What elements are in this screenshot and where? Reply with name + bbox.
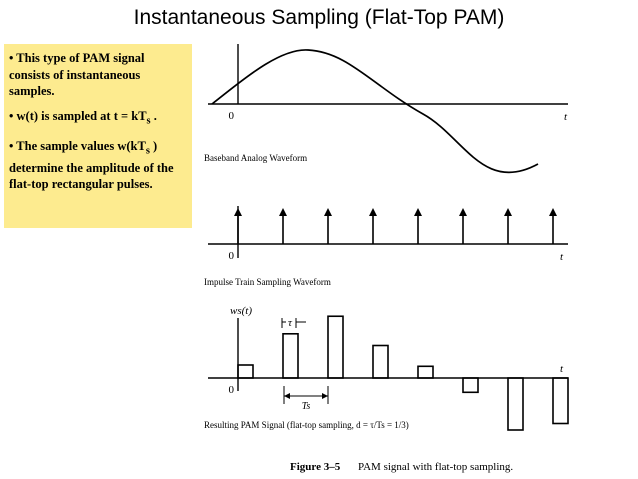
impulse-arrowhead-3 xyxy=(369,208,377,216)
ts-dimension xyxy=(283,386,329,404)
bullet2-prefix: • w(t) is sampled at t = kT xyxy=(9,108,147,123)
panel3-zero: 0 xyxy=(229,384,235,396)
bullet2-suffix: . xyxy=(150,108,157,123)
impulse-arrowhead-6 xyxy=(504,208,512,216)
pam-pulse-6 xyxy=(507,377,524,431)
bullet-sample-values: • The sample values w(kTs ) determine th… xyxy=(9,138,188,193)
panel-baseband: 0 t Baseband Analog Waveform xyxy=(204,44,568,174)
bullet-pam-type: • This type of PAM signal consists of in… xyxy=(9,51,145,98)
panel3-caption: Resulting PAM Signal (flat-top sampling,… xyxy=(204,420,409,430)
figure-number: Figure 3–5 xyxy=(290,461,341,473)
tau-dimension xyxy=(281,318,306,328)
bullet3-prefix: • The sample values w(kT xyxy=(9,138,146,153)
bullet3-suffix: ) determine the amplitude of the flat-to… xyxy=(9,138,174,192)
panel2-t-label: t xyxy=(560,251,564,263)
tau-label: τ xyxy=(288,317,293,329)
panel1-t-label: t xyxy=(564,111,568,123)
figure-caption: PAM signal with flat-top sampling. xyxy=(358,461,513,473)
pam-pulse-4 xyxy=(417,365,434,379)
panel-pam: ws(t) τ Ts 0 t Resulting PAM Signal (fla… xyxy=(204,305,569,431)
panel2-caption: Impulse Train Sampling Waveform xyxy=(204,277,331,287)
ts-label: Ts xyxy=(302,401,311,412)
pam-pulse-5 xyxy=(462,377,479,394)
pam-pulse-2 xyxy=(327,315,344,379)
bullet2-sub: s xyxy=(146,115,151,126)
bullet-sampling-instant: • w(t) is sampled at t = kTs . xyxy=(9,108,188,130)
impulse-train xyxy=(234,208,557,244)
pam-pulse-3 xyxy=(372,344,389,379)
slide-title: Instantaneous Sampling (Flat-Top PAM) xyxy=(133,6,505,29)
pam-pulse-7 xyxy=(552,377,569,425)
panel1-caption: Baseband Analog Waveform xyxy=(204,153,307,163)
impulse-arrowhead-0 xyxy=(234,208,242,216)
panel3-t-label: t xyxy=(560,363,564,375)
panel1-zero: 0 xyxy=(229,110,235,122)
pam-pulse-0 xyxy=(237,364,254,379)
impulse-arrowhead-5 xyxy=(459,208,467,216)
panel-impulses: 0 t Impulse Train Sampling Waveform xyxy=(204,206,568,287)
impulse-arrowhead-2 xyxy=(324,208,332,216)
pam-figure: 0 t Baseband Analog Waveform 0 t Impulse… xyxy=(204,44,569,473)
impulse-arrowhead-4 xyxy=(414,208,422,216)
impulse-arrowhead-7 xyxy=(549,208,557,216)
panel2-zero: 0 xyxy=(229,250,235,262)
impulse-arrowhead-1 xyxy=(279,208,287,216)
pam-pulse-train xyxy=(237,315,569,431)
analog-waveform-curve xyxy=(211,49,539,174)
notes-box: • This type of PAM signal consists of in… xyxy=(4,44,192,228)
ws-label: ws(t) xyxy=(230,305,252,317)
bullet3-sub: s xyxy=(145,145,150,156)
pam-pulse-1 xyxy=(282,332,299,379)
